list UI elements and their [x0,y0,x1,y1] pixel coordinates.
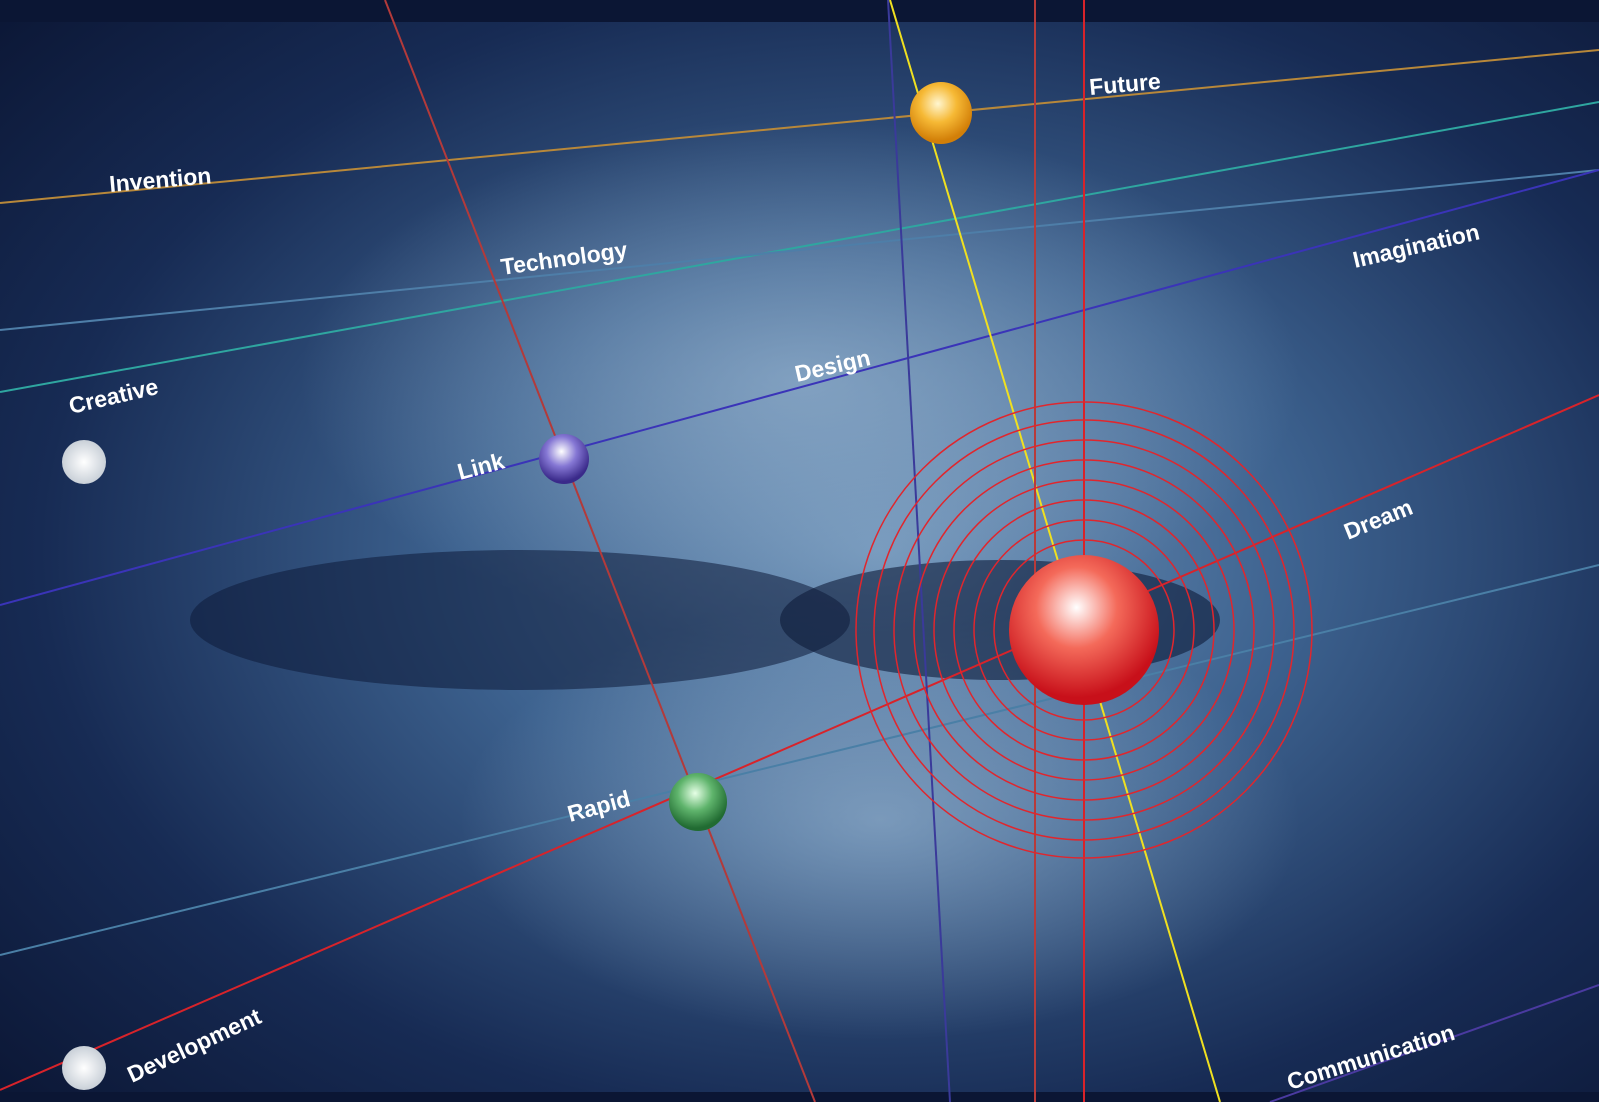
ring [893,439,1275,821]
line [384,0,816,1102]
face-highlight [300,120,1300,640]
ring [953,499,1215,761]
rings [855,401,1313,859]
face-highlight [460,600,1300,1040]
sphere [539,434,589,484]
bottom-bar [0,1092,1599,1102]
ring [993,539,1175,721]
line [1269,984,1599,1102]
punch-hole [62,440,106,484]
punch-hole [62,1046,106,1090]
line [887,0,951,1102]
line [889,0,1221,1102]
line [0,564,1599,956]
sphere [1009,555,1159,705]
line [0,169,1599,606]
word: Future [1088,68,1162,100]
ring [933,479,1235,781]
ring [855,401,1313,859]
ring [873,419,1295,841]
line [0,101,1599,393]
line [0,394,1599,1091]
ring [973,519,1195,741]
line [0,49,1599,204]
ring [913,459,1255,801]
sphere [910,82,972,144]
line [0,169,1599,331]
sphere [669,773,727,831]
top-bar [0,0,1599,22]
eye-shadow [190,550,850,690]
